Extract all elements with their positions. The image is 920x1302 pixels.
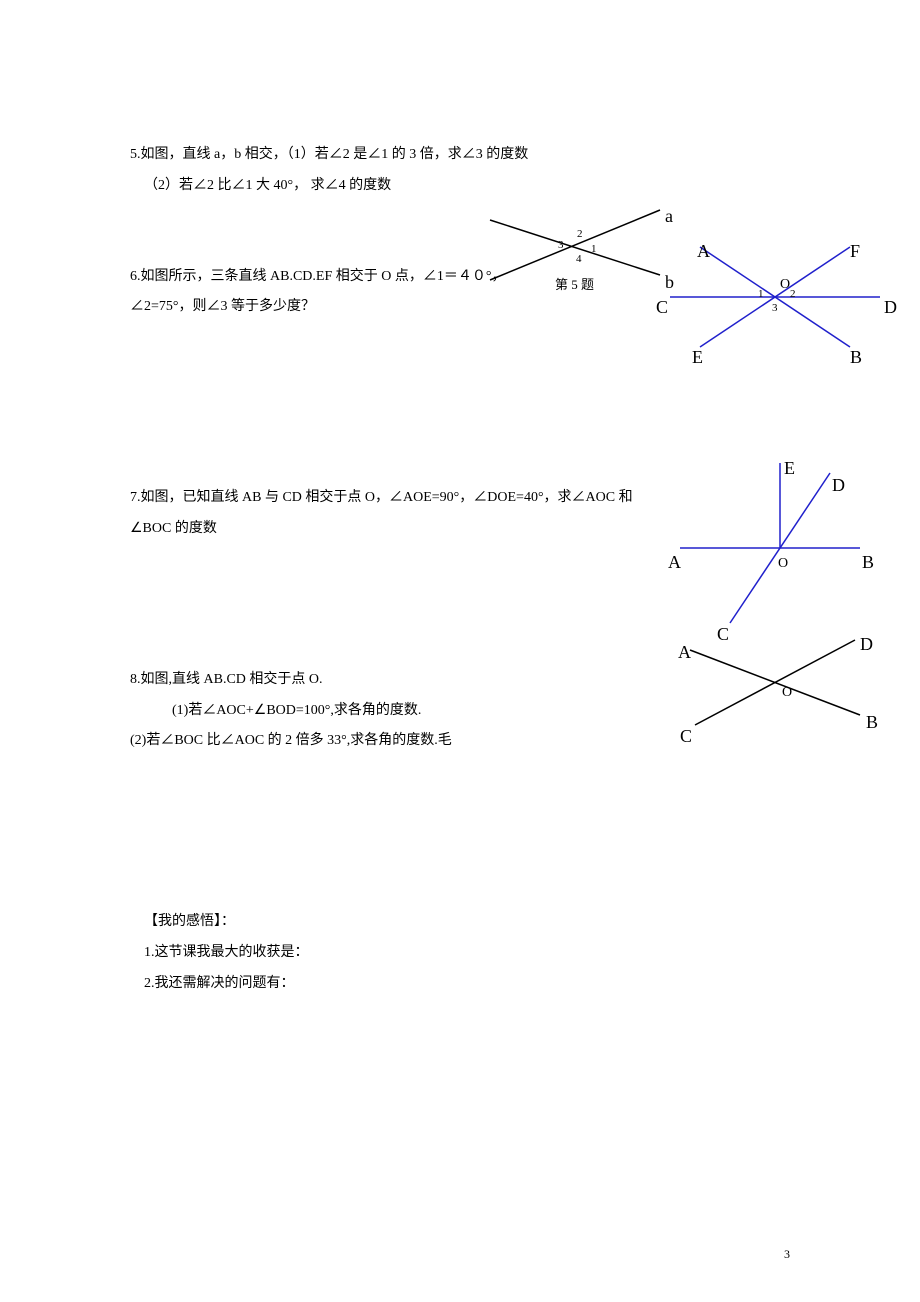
reflection-section: 【我的感悟】： 1.这节课我最大的收获是： 2.我还需解决的问题有： (130, 907, 790, 999)
label-3: 3 (558, 233, 564, 257)
label-E: E (784, 449, 795, 489)
label-B: B (862, 543, 874, 583)
question-8: 8.如图,直线 AB.CD 相交于点 O. (1)若∠AOC+∠BOD=100°… (130, 665, 790, 757)
label-O: O (778, 549, 788, 580)
label-E: E (692, 338, 703, 378)
q6-diagram: A F C D E B O 1 2 3 (650, 232, 900, 362)
line-cd (695, 640, 855, 725)
label-2: 2 (790, 282, 796, 306)
question-5: 5.如图，直线 a，b 相交，（1）若∠2 是∠1 的 3 倍，求∠3 的度数 … (130, 140, 790, 202)
label-D: D (860, 625, 873, 665)
reflection-line1: 1.这节课我最大的收获是： (144, 938, 790, 969)
label-C: C (656, 288, 668, 328)
label-B: B (866, 703, 878, 743)
label-3: 3 (772, 296, 778, 320)
label-A: A (668, 543, 681, 583)
reflection-line2: 2.我还需解决的问题有： (144, 969, 790, 1000)
reflection-title: 【我的感悟】： (144, 907, 790, 938)
page-number: 3 (784, 1247, 790, 1262)
label-F: F (850, 232, 860, 272)
q5-line1: 5.如图，直线 a，b 相交，（1）若∠2 是∠1 的 3 倍，求∠3 的度数 (130, 140, 790, 171)
label-O: O (780, 270, 790, 301)
label-1: 1 (758, 282, 764, 306)
label-2: 2 (577, 222, 583, 246)
q8-diagram: A D O B C (670, 625, 880, 745)
question-7: 7.如图，已知直线 AB 与 CD 相交于点 O，∠AOE=90°，∠DOE=4… (130, 483, 790, 545)
q7-diagram: E D A B O C (670, 453, 870, 633)
label-D: D (832, 466, 845, 506)
label-A: A (697, 232, 710, 272)
label-O: O (782, 678, 792, 709)
label-1: 1 (591, 237, 597, 261)
label-C: C (680, 717, 692, 757)
label-D: D (884, 288, 897, 328)
question-6: 6.如图所示，三条直线 AB.CD.EF 相交于 O 点，∠1＝４０°， ∠2=… (130, 262, 790, 324)
label-B: B (850, 338, 862, 378)
label-A: A (678, 633, 691, 673)
